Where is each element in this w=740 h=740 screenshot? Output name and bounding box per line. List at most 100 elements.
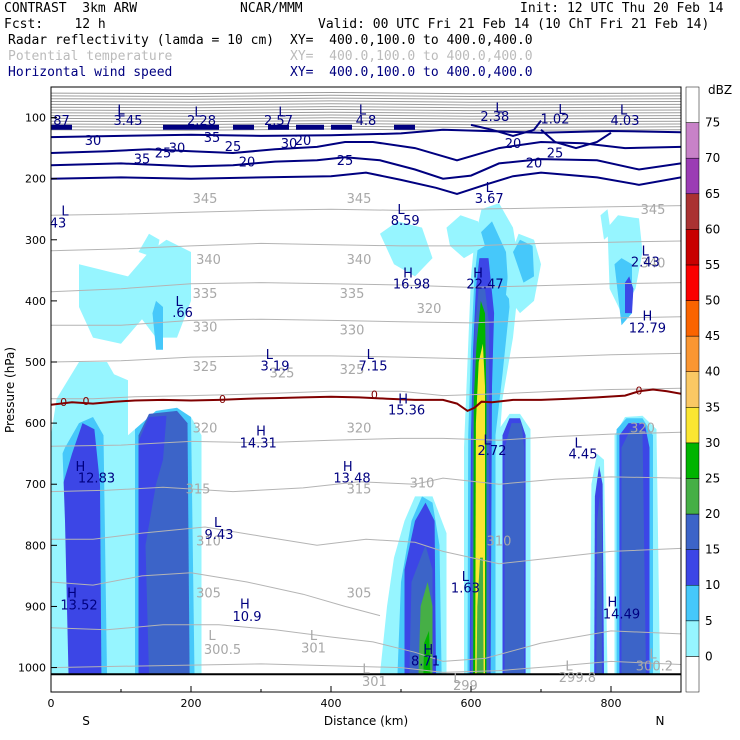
theta-upper-13 <box>51 128 681 131</box>
contour-lines <box>51 91 681 676</box>
theta-label-5: 320 <box>193 421 218 436</box>
header-model: CONTRAST 3km ARW <box>4 1 138 16</box>
hl-value-17: 7.15 <box>359 360 388 375</box>
hl-marker-13: L <box>642 245 650 260</box>
theta-hl-marker-0: L <box>208 629 216 644</box>
axes: 0 200 400 600 800100200300400500600700800900… <box>18 112 682 710</box>
reflectivity-area-2 <box>59 423 102 674</box>
theta-upper-8 <box>51 114 681 117</box>
theta-label-20: 345 <box>641 203 666 218</box>
reflectivity-area-31 <box>446 215 485 259</box>
zero-label-0: 0 <box>60 396 67 409</box>
theta-contour-9 <box>51 282 681 293</box>
colorbar-swatch-11 <box>685 264 700 301</box>
y-tick-label-9: 1000 <box>18 662 46 675</box>
theta-label-17: 305 <box>347 586 372 601</box>
wind-label-5: 30 <box>169 141 186 156</box>
theta-contour-5 <box>51 431 681 447</box>
hl-value-27: 10.9 <box>233 610 262 625</box>
wind-label-11: 25 <box>547 146 564 161</box>
wind-label-7: 20 <box>239 155 256 170</box>
colorbar-level-2: 10 <box>705 578 720 592</box>
hl-value-2: 2.28 <box>187 114 216 129</box>
wind-label-1: 30 <box>85 134 102 149</box>
zero-label-3: 0 <box>371 389 378 402</box>
colorbar: 0 5 10 15 20 25 30 35 40 45 50 55 60 65 70 75 <box>685 86 720 693</box>
reflectivity-area-42 <box>600 209 611 240</box>
theta-label-21: 340 <box>641 256 666 271</box>
plot-frame <box>50 86 682 693</box>
hl-marker-2: L <box>194 105 202 120</box>
hl-marker-5: L <box>495 102 503 117</box>
hl-marker-11: H <box>403 267 413 282</box>
hl-value-9: 8.59 <box>391 214 420 229</box>
wind-label-4: 35 <box>134 152 151 167</box>
zero-label-1: 0 <box>83 395 90 408</box>
hl-marker-26: H <box>67 586 77 601</box>
hl-marker-3: L <box>278 105 286 120</box>
hl-marker-1: L <box>117 105 125 120</box>
colorbar-level-10: 50 <box>705 294 720 308</box>
y-tick-label-5: 600 <box>25 417 46 430</box>
theta-label-2: 335 <box>193 287 218 302</box>
theta-upper-0 <box>51 91 681 95</box>
x-end-label-south: S <box>82 714 90 728</box>
hl-value-12: 22.47 <box>466 278 503 293</box>
wind-label-12: 20 <box>526 157 543 172</box>
hl-marker-27: H <box>240 597 250 612</box>
theta-upper-11 <box>51 122 681 126</box>
theta-label-0: 345 <box>193 192 218 207</box>
colorbar-swatch-4 <box>685 513 700 550</box>
colorbar-level-14: 70 <box>705 151 720 165</box>
reflectivity-area-17 <box>423 630 431 674</box>
reflectivity-area-43 <box>401 242 415 268</box>
reflectivity-area-35 <box>621 429 646 674</box>
x-axis-label: Distance (km) <box>324 714 408 728</box>
theta-hl-marker-3: L <box>453 672 461 687</box>
theta-label-13: 325 <box>340 363 365 378</box>
theta-hl-value-5: 300.2 <box>636 660 673 675</box>
theta-hl-marker-4: L <box>565 660 573 675</box>
colorbar-level-4: 20 <box>705 507 720 521</box>
theta-hl-value-2: 301 <box>362 675 387 690</box>
theta-hl-value-4: 299.8 <box>559 671 596 686</box>
hl-marker-18: H <box>398 393 408 408</box>
zero-label-4: 0 <box>636 384 643 397</box>
wind-label-2: 25 <box>155 146 172 161</box>
zero-label-2: 0 <box>219 393 226 406</box>
theta-hl-marker-5: L <box>649 647 657 662</box>
y-tick-label-4: 500 <box>25 356 46 369</box>
hl-marker-19: H <box>256 424 266 439</box>
colorbar-level-8: 40 <box>705 365 720 379</box>
hl-value-14: .66 <box>172 306 193 321</box>
hl-value-16: 3.19 <box>261 360 290 375</box>
y-tick-label-8: 900 <box>25 600 46 613</box>
hl-value-22: 12.83 <box>78 471 115 486</box>
hl-marker-7: L <box>620 104 628 119</box>
wind-label-0: 35 <box>204 131 221 146</box>
colorbar-swatch-0 <box>685 656 700 693</box>
theta-contour-8 <box>51 316 681 326</box>
theta-label-12: 330 <box>340 324 365 339</box>
field-reflectivity-xy: XY= 400.0,100.0 to 400.0,400.0 <box>290 33 533 48</box>
reflectivity-area-28 <box>504 423 525 674</box>
theta-label-8: 305 <box>196 586 221 601</box>
header-init: Init: 12 UTC Thu 20 Feb 14 <box>520 1 724 16</box>
field-wind-name: Horizontal wind speed <box>8 65 173 80</box>
theta-label-22: 320 <box>417 302 442 317</box>
wind-label-8: 30 <box>281 137 298 152</box>
colorbar-swatch-10 <box>685 300 700 337</box>
wind-contour-0 <box>51 128 681 139</box>
theta-label-19: 325 <box>270 366 295 381</box>
hl-value-5: 2.38 <box>480 110 509 125</box>
theta-upper-9 <box>51 117 681 120</box>
y-tick-label-0: 100 <box>25 112 46 125</box>
theta-contour-2 <box>51 572 381 617</box>
theta-contour-3 <box>51 526 681 565</box>
wind-label-9: 25 <box>337 154 354 169</box>
colorbar-swatch-14 <box>685 157 700 195</box>
reflectivity-area-25 <box>476 557 484 674</box>
colorbar-level-7: 35 <box>705 400 720 414</box>
hl-marker-29: H <box>423 643 433 658</box>
